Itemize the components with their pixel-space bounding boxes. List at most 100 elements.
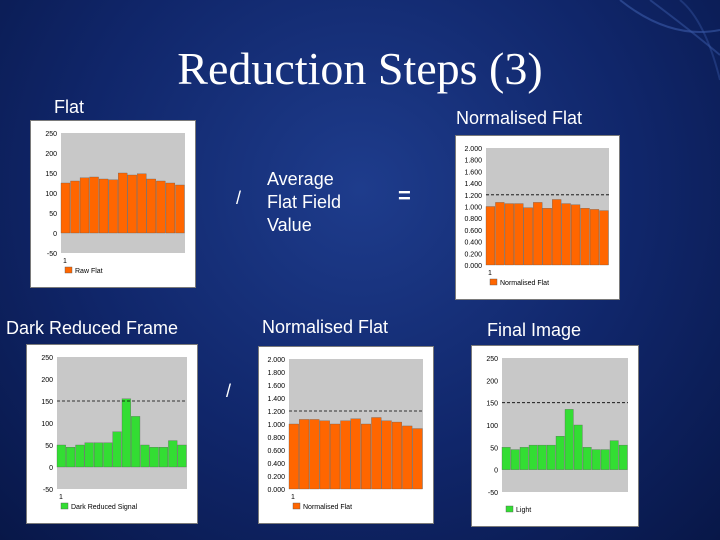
y-tick-label: -50 [47,251,57,258]
bar [519,447,529,470]
x-tick-label: 1 [488,270,492,277]
bar [319,420,330,490]
y-tick-label: 250 [45,131,57,138]
chart-final-image: 250 200 150 100 50 0 -50 Light [471,345,639,527]
bar [103,442,113,468]
bar [580,208,590,266]
bar [70,180,80,234]
x-tick-label: 1 [63,258,67,265]
bar [66,447,76,468]
y-tick-label: 1.200 [267,409,285,416]
avg-line-1: Average [267,169,334,189]
legend-swatch [505,505,514,513]
y-tick-label: 0 [53,231,57,238]
bar [391,421,402,490]
bar [510,449,520,470]
label-normalised-flat-top: Normalised Flat [456,108,583,128]
y-tick-label: 250 [41,355,53,362]
y-tick-label: 100 [486,423,498,430]
bar [361,423,372,490]
bar [137,173,147,234]
y-tick-label: 150 [486,401,498,408]
bar [127,174,137,234]
bar [350,418,361,490]
bar [564,409,574,470]
chart-dark-reduced: 250 200 150 100 50 0 -50 1 Dark Reduced Signal [26,344,198,524]
y-tick-label: 150 [41,399,53,406]
legend-swatch [292,502,301,510]
legend-swatch [489,278,498,286]
y-tick-label: 150 [45,171,57,178]
y-tick-label: 1.400 [267,396,285,403]
bar [309,419,320,490]
y-tick-label: 0 [494,468,498,475]
y-tick-label: 50 [490,445,498,452]
label-flat: Flat [54,97,85,117]
y-tick-label: 0 [49,465,53,472]
y-tick-label: -50 [488,490,498,497]
bar [177,444,187,468]
bar [571,204,581,266]
y-tick-label: 1.400 [464,181,482,188]
bar [402,425,413,490]
y-tick-label: 100 [41,421,53,428]
y-tick-label: 50 [45,443,53,450]
bar [504,203,514,266]
bar [591,449,601,470]
decorative-arcs [619,0,720,81]
bar [93,442,103,468]
y-tick-label: 1.200 [464,193,482,200]
legend-swatch [60,502,69,510]
bar [121,398,131,468]
bar [84,442,94,468]
bar [146,178,156,234]
y-tick-label: 2.000 [267,357,285,364]
y-tick-label: 200 [45,151,57,158]
bar [131,416,141,468]
bar [561,203,571,266]
chart-normalised-flat-top: 2.000 1.800 1.600 1.400 1.200 1.000 0.800 0.600… [455,135,620,300]
bar [60,182,71,234]
chart-normalised-flat-mid: 2.000 1.800 1.600 1.400 1.200 1.000 0.800 0.600… [258,346,434,524]
bar [501,447,511,470]
y-tick-label: 200 [41,377,53,384]
bar [555,436,565,470]
x-tick-label: 1 [291,494,295,501]
y-tick-label: 1.600 [464,169,482,176]
bar [149,447,159,468]
y-tick-label: 0.800 [267,435,285,442]
y-tick-label: 1.000 [267,422,285,429]
y-tick-label: 0.200 [267,474,285,481]
bar [175,184,185,234]
y-tick-label: 1.800 [267,370,285,377]
y-tick-label: 0.000 [267,487,285,494]
bar [573,424,583,470]
bar [609,440,619,470]
y-tick-label: 100 [45,191,57,198]
y-tick-label: 2.000 [464,146,482,153]
bar [542,208,552,266]
bar [523,207,533,266]
bar [75,444,85,468]
divide-operator-top: / [236,188,242,208]
bar [340,420,351,490]
bar [79,177,90,234]
bar [56,444,66,468]
avg-line-2: Flat Field [267,192,342,212]
bar [165,182,176,234]
bar [89,176,99,234]
bar [537,444,547,470]
bar [112,431,122,468]
bar [546,444,556,470]
slide-title: Reduction Steps (3) [177,43,543,94]
y-tick-label: 0.400 [267,461,285,468]
bar [495,202,505,266]
bar [371,417,382,490]
legend-label: Normalised Flat [500,280,549,287]
bar [140,444,150,468]
bar [485,206,496,266]
bar [156,180,166,234]
legend-label: Dark Reduced Signal [71,504,138,511]
y-tick-label: 0.600 [464,228,482,235]
bar [288,423,299,490]
